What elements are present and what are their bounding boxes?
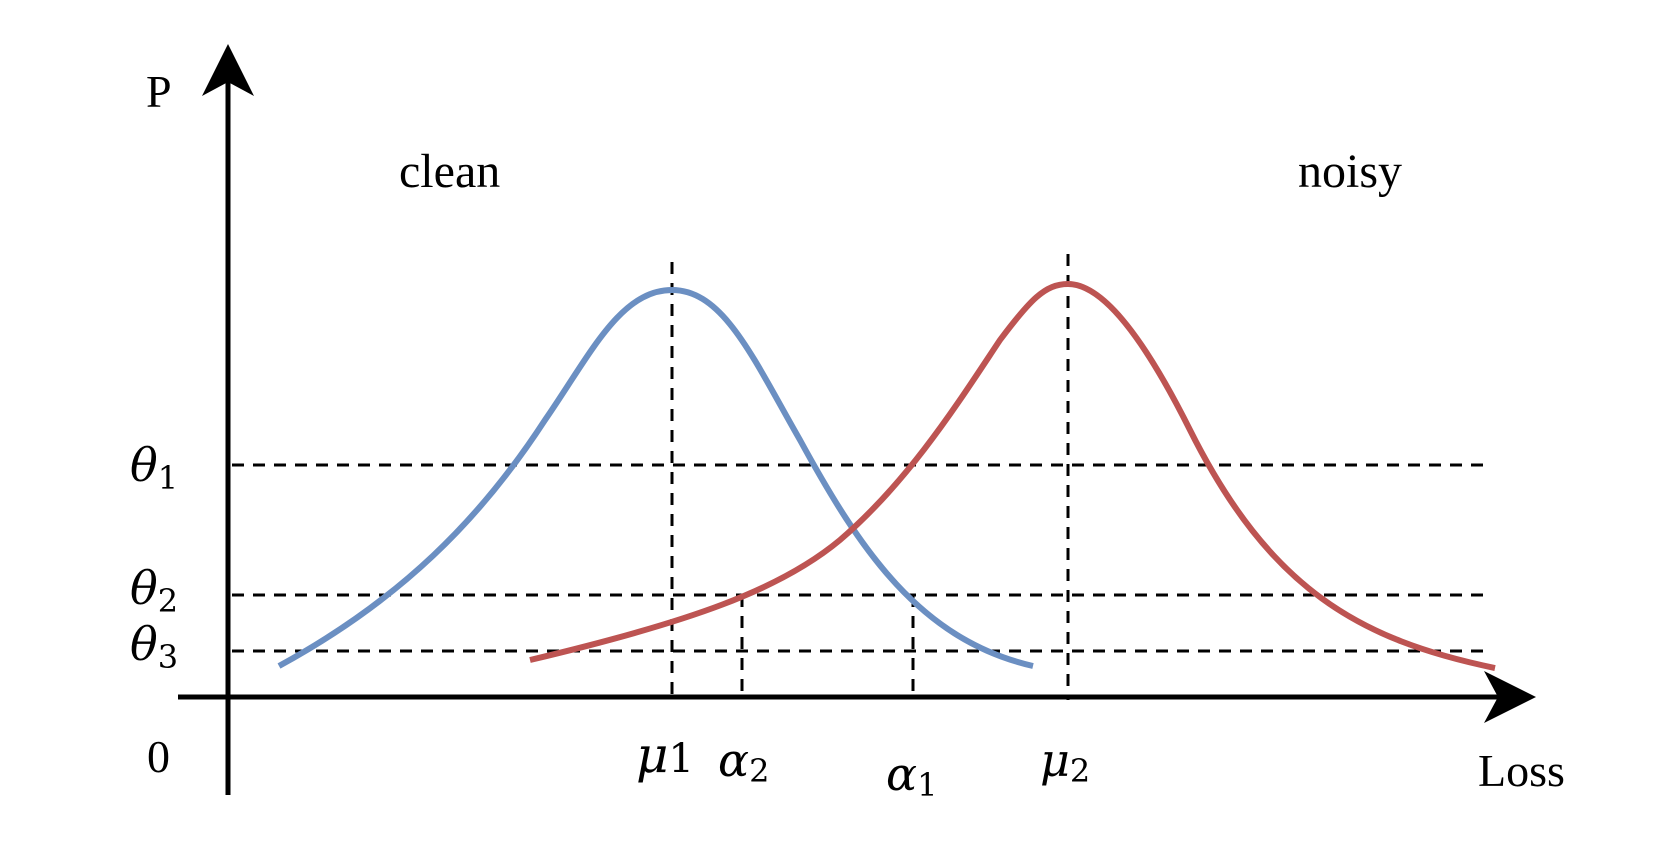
mu1-label: μ1 (636, 726, 694, 784)
theta3-subscript: 3 (158, 638, 178, 676)
alpha1-subscript: 1 (917, 766, 937, 804)
mu1-symbol: μ (636, 726, 669, 784)
mu2-subscript: 2 (1070, 752, 1090, 790)
origin-label: 0 (147, 731, 170, 782)
theta2-subscript: 2 (158, 582, 178, 620)
noisy-region-label: noisy (1298, 145, 1402, 198)
theta1-label: θ1 (130, 438, 178, 497)
theta1-symbol: θ (130, 438, 158, 492)
clean-curve (277, 286, 1034, 669)
theta3-symbol: θ (130, 617, 158, 671)
alpha1-symbol: α (886, 747, 917, 801)
alpha2-symbol: α (718, 733, 749, 787)
mu1-subscript: 1 (669, 736, 694, 782)
y-axis-label: P (146, 66, 172, 117)
theta1-subscript: 1 (158, 459, 178, 497)
alpha1-label: α1 (886, 747, 937, 804)
theta2-label: θ2 (130, 561, 178, 620)
mu2-label: μ2 (1040, 733, 1090, 790)
noisy-curve (529, 280, 1496, 671)
theta3-label: θ3 (130, 617, 178, 676)
alpha2-label: α2 (718, 733, 769, 790)
x-axis-label: Loss (1478, 745, 1565, 796)
alpha2-subscript: 2 (749, 752, 769, 790)
x-axis-arrowhead (1484, 671, 1536, 723)
y-axis-arrowhead (202, 44, 254, 96)
mu2-symbol: μ (1040, 733, 1070, 787)
clean-region-label: clean (399, 145, 500, 198)
theta2-symbol: θ (130, 561, 158, 615)
